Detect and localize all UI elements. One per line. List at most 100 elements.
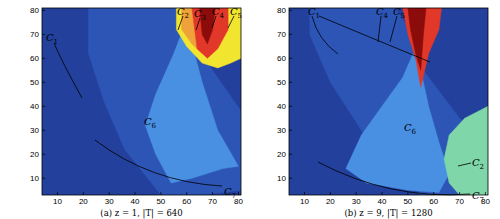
leader-line: [319, 16, 430, 62]
leader-line: [458, 163, 471, 166]
frame: [42, 8, 241, 195]
y-tick-label: 20: [277, 150, 286, 159]
annotation: C3: [194, 8, 206, 22]
y-tick: [289, 82, 292, 83]
y-tick: [289, 154, 292, 155]
x-tick: [109, 192, 110, 195]
leader-line: [95, 140, 222, 186]
x-tick-label: 70: [455, 197, 464, 206]
leader-line: [318, 162, 470, 195]
x-tick-label: 30: [352, 197, 361, 206]
y-tick: [42, 58, 45, 59]
y-tick-label: 60: [277, 54, 286, 63]
plot-area: [42, 8, 241, 195]
annotation: C2: [177, 6, 189, 20]
y-tick-label: 50: [30, 78, 39, 87]
y-tick: [289, 130, 292, 131]
y-tick-label: 40: [277, 102, 286, 111]
annotation: C5: [230, 6, 242, 20]
x-tick-label: 20: [326, 197, 335, 206]
annotation: C7: [472, 190, 484, 204]
leader-line: [390, 16, 397, 42]
caption: (b) z = 9, |T| = 1280: [344, 208, 432, 219]
y-tick: [42, 10, 45, 11]
annotation: C2: [472, 157, 484, 171]
x-tick-label: 10: [53, 197, 62, 206]
caption: (a) z = 1, |T| = 640: [100, 208, 182, 219]
y-tick: [42, 34, 45, 35]
x-tick: [238, 192, 239, 195]
y-tick: [289, 178, 292, 179]
y-tick: [289, 106, 292, 107]
x-tick: [83, 192, 84, 195]
annotation: C5: [393, 6, 405, 20]
region: [346, 54, 449, 193]
y-tick: [42, 178, 45, 179]
y-tick-label: 10: [30, 174, 39, 183]
region: [192, 8, 228, 58]
y-tick: [289, 34, 292, 35]
x-tick-label: 70: [208, 197, 217, 206]
y-tick: [42, 106, 45, 107]
frame: [289, 8, 488, 195]
y-tick-label: 30: [30, 126, 39, 135]
y-tick: [42, 82, 45, 83]
y-tick-label: 30: [277, 126, 286, 135]
region: [289, 8, 488, 195]
annotation: C6: [144, 116, 157, 130]
x-tick-label: 30: [105, 197, 114, 206]
plot-area: [289, 8, 488, 195]
x-tick: [186, 192, 187, 195]
region: [444, 106, 488, 195]
annotation: C7: [224, 186, 236, 200]
x-tick: [135, 192, 136, 195]
x-tick-label: 40: [131, 197, 140, 206]
y-tick-label: 80: [277, 6, 286, 15]
x-tick: [57, 192, 58, 195]
leader-line: [196, 18, 200, 30]
x-tick: [407, 192, 408, 195]
y-tick-label: 80: [30, 6, 39, 15]
region: [42, 8, 241, 195]
y-tick-label: 20: [30, 150, 39, 159]
y-tick: [42, 154, 45, 155]
x-tick-label: 20: [79, 197, 88, 206]
y-tick-label: 10: [277, 174, 286, 183]
x-tick-label: 60: [182, 197, 191, 206]
y-tick-label: 50: [277, 78, 286, 87]
x-tick: [382, 192, 383, 195]
figure: 10 20 30 40 50 60 70 80 10 20 30 40 50 60 70 80 C1 C2 C3 C4…: [0, 0, 500, 219]
leader-line: [54, 43, 82, 98]
y-tick-label: 70: [30, 30, 39, 39]
region: [310, 8, 488, 195]
x-tick: [485, 192, 486, 195]
annotation: C4: [212, 6, 225, 20]
region: [403, 8, 442, 87]
x-tick: [160, 192, 161, 195]
y-tick-label: 70: [277, 30, 286, 39]
y-tick: [289, 58, 292, 59]
x-tick: [212, 192, 213, 195]
annotation: C6: [404, 122, 417, 136]
x-tick: [304, 192, 305, 195]
region: [408, 8, 426, 70]
x-tick: [356, 192, 357, 195]
leader-line: [228, 16, 234, 28]
x-tick-label: 50: [403, 197, 412, 206]
leader-line: [212, 16, 216, 28]
y-tick: [289, 10, 292, 11]
region: [89, 8, 242, 195]
annotation: C1: [46, 32, 58, 46]
x-tick-label: 60: [429, 197, 438, 206]
y-tick-label: 40: [30, 102, 39, 111]
x-tick-label: 50: [156, 197, 165, 206]
y-tick-label: 60: [30, 54, 39, 63]
y-tick: [42, 130, 45, 131]
leader-line: [378, 16, 381, 42]
x-tick: [330, 192, 331, 195]
annotation: C4: [376, 6, 389, 20]
x-tick-label: 40: [378, 197, 387, 206]
x-tick-label: 10: [300, 197, 309, 206]
leader-line: [312, 16, 338, 54]
annotation: C1: [308, 6, 320, 20]
